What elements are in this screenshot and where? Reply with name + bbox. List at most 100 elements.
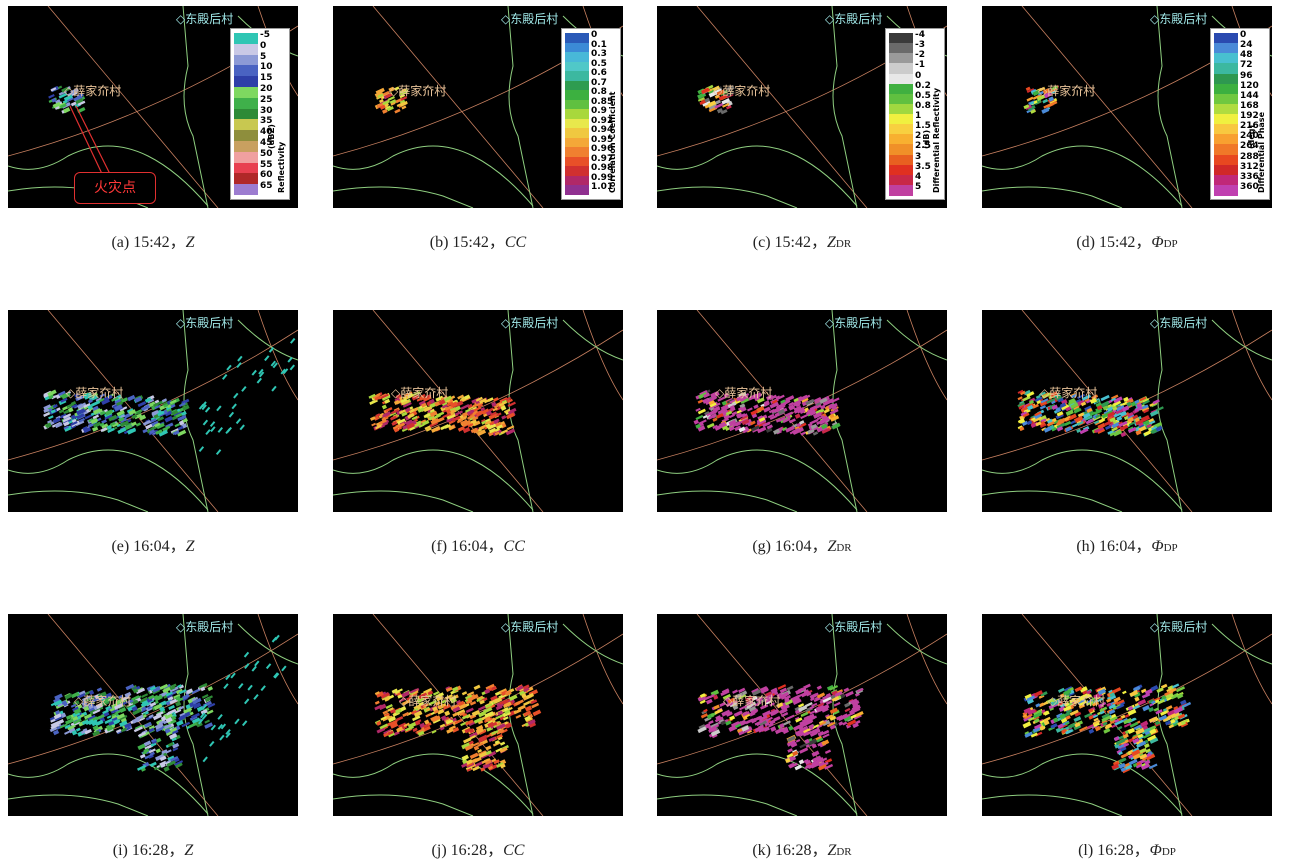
echo-pixel [451,686,459,692]
village-label-left: ◇薛家夼村 [713,84,771,98]
echo-pixel [71,403,78,409]
echo-pixel [1095,402,1102,408]
echo-pixel [754,701,762,707]
colorbar-tick: 0.7 [591,77,607,88]
boundary-line [182,310,209,512]
echo-pixel [63,94,73,102]
echo-pixel [766,424,773,430]
echo-pixel [1115,699,1125,706]
echo-pixel [477,705,486,711]
echo-pixel [532,709,542,717]
echo-pixel [420,419,427,424]
echo-pixel [290,337,296,344]
echo-pixel [1050,700,1059,707]
echo-pixel [457,394,465,400]
echo-pixel [385,407,393,413]
echo-pixel [1026,695,1035,702]
colorbar-unit: (deg) [1247,124,1256,149]
echo-pixel [1018,405,1025,410]
echo-pixel [204,722,214,729]
panel-caption: (k) 16:28，ZDR [657,836,947,860]
echo-pixel [374,395,381,401]
echo-pixel [704,411,710,416]
fire-pointer [69,105,113,179]
echo-pixel [494,431,500,436]
echo-pixel [115,698,124,705]
echo-pixel [1035,703,1041,708]
echo-pixel [1042,98,1049,104]
echo-pixel [1065,728,1073,735]
echo-pixel [1115,408,1124,415]
echo-pixel [423,695,429,700]
echo-pixel [789,762,798,769]
echo-pixel [729,702,738,708]
echo-pixel [1056,426,1064,432]
echo-pixel [144,397,152,403]
boundary-line [562,319,623,361]
range-ring [257,614,298,705]
echo-pixel [124,722,132,729]
echo-pixel [1111,426,1118,432]
echo-pixel [1038,415,1047,422]
echo-pixel [52,403,58,409]
colorbar-reflectivity: -5 0 5 10 15 20 25 30 35 40 45 50 55 60 65 Reflectivity… [230,28,290,200]
colorbar-tick: 0.85 [591,96,614,107]
echo-pixel [55,710,61,715]
echo-pixel [440,424,450,431]
echo-pixel [852,703,859,709]
echo-pixel [191,717,201,724]
echo-pixel [139,414,147,421]
echo-pixel [478,734,488,742]
echo-pixel [1034,396,1043,402]
colorbar-swatch [234,151,258,164]
echo-pixel [1050,400,1056,405]
echo-pixel [809,731,818,737]
echo-pixel [473,745,480,751]
echo-pixel [435,395,444,402]
echo-pixel [374,91,383,98]
colorbar-tick: 0.2 [915,80,931,91]
panel-caption: (e) 16:04，Z [8,532,298,556]
echo-pixel [461,762,469,768]
echo-pixel [1043,91,1052,99]
echo-pixel [68,407,74,413]
echo-pixel [742,393,750,398]
echo-pixel [407,412,415,419]
radar-panel: ◇东殿后村 ◇薛家夼村 [333,310,623,512]
echo-pixel [1092,714,1099,719]
echo-pixel [784,411,794,418]
echo-pixel [752,427,760,433]
colorbar-tick: 3 [915,151,922,162]
echo-pixel [1122,733,1129,739]
echo-pixel [815,408,825,415]
colorbar-tick: 0.99 [591,172,614,183]
echo-pixel [1148,420,1156,425]
radar-panel: ◇东殿后村 ◇薛家夼村 -4 -3 -2 -1 0 0.2 0.5 0.8 1 1.5 2 2.5 3 3.5… [657,6,947,208]
echo-pixel [1144,688,1153,696]
echo-pixel [407,393,414,399]
echo-pixel [126,408,134,414]
echo-pixel [115,713,126,720]
echo-pixel [506,398,513,404]
echo-pixel [1127,426,1137,434]
echo-pixel [768,722,774,728]
echo-pixel [506,412,515,420]
echo-pixel [412,715,421,722]
echo-pixel [54,106,60,110]
echo-pixel [799,747,809,754]
echo-pixel [1073,716,1082,723]
echo-pixel [205,429,211,435]
radar-map [8,6,298,208]
echo-pixel [809,705,815,710]
echo-pixel [1127,727,1136,735]
echo-pixel [1106,406,1114,412]
echo-pixel [163,403,169,408]
echo-pixel [1042,88,1051,95]
echo-pixel [1118,735,1125,740]
echo-pixel [1112,400,1122,407]
echo-pixel [83,391,92,399]
echo-pixel [740,397,750,405]
colorbar-swatch [1214,154,1238,166]
echo-pixel [734,692,744,700]
colorbar-swatch [1214,144,1238,155]
